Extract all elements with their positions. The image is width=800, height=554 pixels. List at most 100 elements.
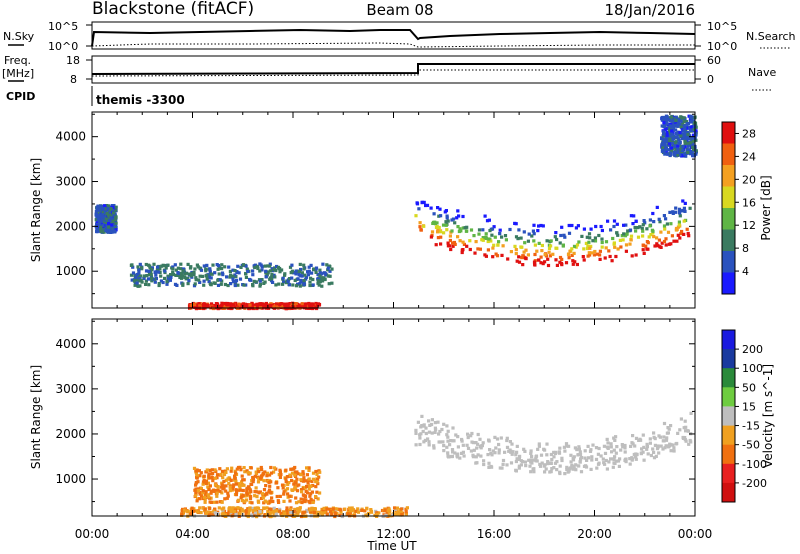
data-cell	[582, 247, 586, 251]
data-cell	[227, 265, 231, 269]
data-cell	[296, 277, 300, 281]
data-cell	[669, 119, 673, 123]
data-cell	[236, 304, 240, 308]
data-cell	[614, 254, 618, 259]
data-cell	[612, 224, 616, 229]
data-cell	[288, 302, 292, 306]
data-cell	[449, 439, 453, 443]
data-cell	[260, 268, 264, 272]
data-cell	[304, 489, 308, 493]
data-cell	[216, 267, 220, 271]
data-cell	[481, 441, 485, 445]
data-cell	[280, 268, 284, 272]
data-cell	[430, 431, 434, 435]
cpid-label: CPID	[6, 90, 35, 103]
data-cell	[564, 442, 569, 446]
data-cell	[433, 222, 438, 226]
data-cell	[206, 510, 210, 514]
data-cell	[624, 223, 628, 227]
data-cell	[204, 490, 208, 494]
data-cell	[244, 283, 248, 287]
data-cell	[629, 444, 633, 448]
data-cell	[246, 471, 250, 475]
data-cell	[516, 457, 520, 461]
data-cell	[579, 457, 583, 461]
data-cell	[471, 441, 476, 445]
data-cell	[314, 469, 318, 474]
data-cell	[545, 442, 549, 446]
data-cell	[298, 506, 302, 510]
data-cell	[140, 280, 144, 284]
data-cell	[583, 449, 587, 453]
data-cell	[628, 462, 632, 466]
data-cell	[677, 144, 681, 148]
data-cell	[641, 244, 646, 248]
data-cell	[182, 267, 186, 271]
data-cell	[97, 228, 101, 232]
velocity-colorbar-label: Velocity [m s^-1]	[761, 364, 775, 468]
data-cell	[461, 450, 465, 454]
data-cell	[639, 452, 643, 456]
data-cell	[215, 500, 219, 504]
data-cell	[596, 452, 600, 456]
data-cell	[156, 265, 160, 269]
data-cell	[330, 512, 334, 516]
data-cell	[154, 273, 158, 277]
data-cell	[506, 257, 510, 261]
data-cell	[514, 248, 518, 252]
data-cell	[433, 430, 437, 434]
data-cell	[539, 453, 544, 457]
data-cell	[555, 263, 559, 267]
data-cell	[679, 117, 683, 121]
data-cell	[517, 464, 521, 468]
data-cell	[218, 489, 222, 493]
data-cell	[251, 477, 256, 481]
data-cell	[608, 254, 612, 259]
data-cell	[671, 443, 675, 447]
data-cell	[577, 445, 581, 449]
data-cell	[682, 120, 686, 124]
data-cell	[104, 217, 108, 221]
data-cell	[103, 210, 108, 214]
data-cell	[273, 266, 277, 270]
data-cell	[658, 435, 662, 439]
data-cell	[153, 270, 157, 274]
data-cell	[114, 205, 118, 209]
data-cell	[231, 277, 235, 281]
data-cell	[213, 483, 218, 487]
data-cell	[269, 471, 274, 475]
data-cell	[604, 240, 609, 244]
velocity-ylabel: Slant Range [km]	[29, 365, 43, 469]
cpid-value: themis -3300	[96, 93, 185, 107]
data-cell	[508, 227, 512, 232]
data-cell	[110, 223, 114, 227]
data-cell	[273, 275, 277, 279]
data-cell	[274, 481, 278, 485]
data-cell	[606, 441, 610, 445]
data-cell	[295, 477, 299, 481]
data-cell	[213, 507, 217, 511]
data-cell	[296, 472, 300, 476]
data-cell	[667, 131, 671, 135]
time-tick-label: 16:00	[477, 527, 512, 541]
data-cell	[678, 214, 682, 218]
data-cell	[294, 302, 298, 306]
colorbar-segment	[722, 444, 735, 465]
data-cell	[308, 283, 312, 288]
data-cell	[196, 489, 200, 493]
data-cell	[663, 152, 667, 156]
data-cell	[195, 263, 199, 267]
data-cell	[572, 455, 576, 459]
data-cell	[531, 467, 535, 472]
data-cell	[99, 217, 103, 221]
data-cell	[543, 253, 547, 257]
data-cell	[444, 220, 448, 224]
data-cell	[205, 468, 209, 472]
data-cell	[290, 478, 294, 483]
data-cell	[669, 151, 673, 155]
data-cell	[451, 450, 455, 454]
data-cell	[536, 229, 540, 233]
data-cell	[432, 444, 436, 448]
data-cell	[101, 211, 106, 215]
colorbar-segment	[722, 186, 735, 209]
